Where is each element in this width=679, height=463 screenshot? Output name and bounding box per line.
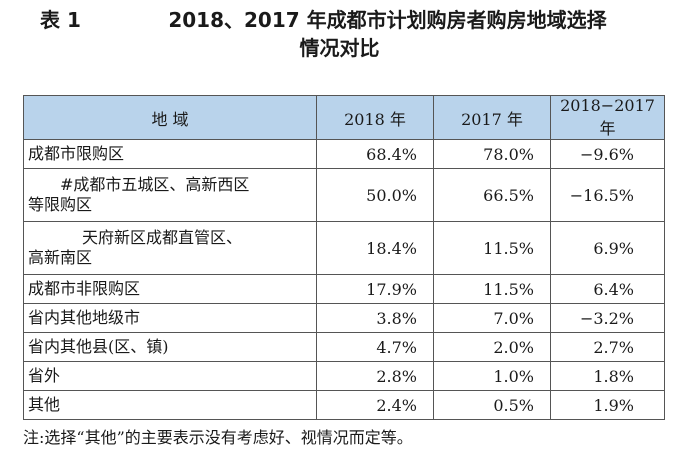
table-row: 成都市非限购区 17.9% 11.5% 6.4% bbox=[23, 274, 665, 304]
value-diff: 2.7% bbox=[550, 332, 665, 362]
value-2018: 17.9% bbox=[316, 274, 434, 304]
header-diff: 2018−2017 年 bbox=[550, 95, 665, 140]
table-row: #成都市五城区、高新西区 等限购区 50.0% 66.5% −16.5% bbox=[23, 168, 665, 222]
table-row: 成都市限购区 68.4% 78.0% −9.6% bbox=[23, 139, 665, 169]
value-2018: 18.4% bbox=[316, 221, 434, 275]
region-cell: 天府新区成都直管区、 高新南区 bbox=[23, 221, 317, 275]
value-2017: 2.0% bbox=[433, 332, 551, 362]
table-row: 其他 2.4% 0.5% 1.9% bbox=[23, 390, 665, 420]
value-diff: 6.4% bbox=[550, 274, 665, 304]
value-2018: 2.4% bbox=[316, 390, 434, 420]
table-title: 表 1 2018、2017 年成都市计划购房者购房地域选择 情况对比 bbox=[0, 6, 679, 62]
region-line-1: #成都市五城区、高新西区 bbox=[60, 175, 250, 194]
region-cell: 省内其他地级市 bbox=[23, 303, 317, 333]
region-line-2: 高新南区 bbox=[28, 248, 93, 267]
title-line-2: 情况对比 bbox=[299, 36, 380, 60]
value-2018: 68.4% bbox=[316, 139, 434, 169]
table-row: 天府新区成都直管区、 高新南区 18.4% 11.5% 6.9% bbox=[23, 221, 665, 275]
value-2017: 66.5% bbox=[433, 168, 551, 222]
region-cell: 成都市非限购区 bbox=[23, 274, 317, 304]
region-cell: 其他 bbox=[23, 390, 317, 420]
region-cell: 省外 bbox=[23, 361, 317, 391]
header-region: 地 域 bbox=[23, 95, 317, 140]
header-row: 地 域 2018 年 2017 年 2018−2017 年 bbox=[23, 95, 665, 140]
header-2018: 2018 年 bbox=[316, 95, 434, 140]
value-diff: −3.2% bbox=[550, 303, 665, 333]
region-line-1: 天府新区成都直管区、 bbox=[82, 228, 243, 247]
value-2017: 78.0% bbox=[433, 139, 551, 169]
value-diff: −16.5% bbox=[550, 168, 665, 222]
value-2017: 0.5% bbox=[433, 390, 551, 420]
region-cell: #成都市五城区、高新西区 等限购区 bbox=[23, 168, 317, 222]
value-2017: 1.0% bbox=[433, 361, 551, 391]
value-2018: 2.8% bbox=[316, 361, 434, 391]
value-2018: 3.8% bbox=[316, 303, 434, 333]
value-diff: 1.9% bbox=[550, 390, 665, 420]
footnote: 注:选择“其他”的主要表示没有考虑好、视情况而定等。 bbox=[23, 428, 413, 447]
table-row: 省内其他县(区、镇) 4.7% 2.0% 2.7% bbox=[23, 332, 665, 362]
value-2017: 11.5% bbox=[433, 221, 551, 275]
value-2017: 7.0% bbox=[433, 303, 551, 333]
header-2017: 2017 年 bbox=[433, 95, 551, 140]
value-2018: 50.0% bbox=[316, 168, 434, 222]
value-diff: −9.6% bbox=[550, 139, 665, 169]
region-line-2: 等限购区 bbox=[28, 195, 93, 214]
value-2017: 11.5% bbox=[433, 274, 551, 304]
table-row: 省内其他地级市 3.8% 7.0% −3.2% bbox=[23, 303, 665, 333]
value-diff: 6.9% bbox=[550, 221, 665, 275]
region-cell: 成都市限购区 bbox=[23, 139, 317, 169]
value-2018: 4.7% bbox=[316, 332, 434, 362]
comparison-table: 地 域 2018 年 2017 年 2018−2017 年 成都市限购区 68.… bbox=[23, 95, 665, 420]
title-line-1: 2018、2017 年成都市计划购房者购房地域选择 bbox=[168, 8, 607, 32]
region-cell: 省内其他县(区、镇) bbox=[23, 332, 317, 362]
table-label: 表 1 bbox=[40, 8, 81, 32]
value-diff: 1.8% bbox=[550, 361, 665, 391]
table-row: 省外 2.8% 1.0% 1.8% bbox=[23, 361, 665, 391]
